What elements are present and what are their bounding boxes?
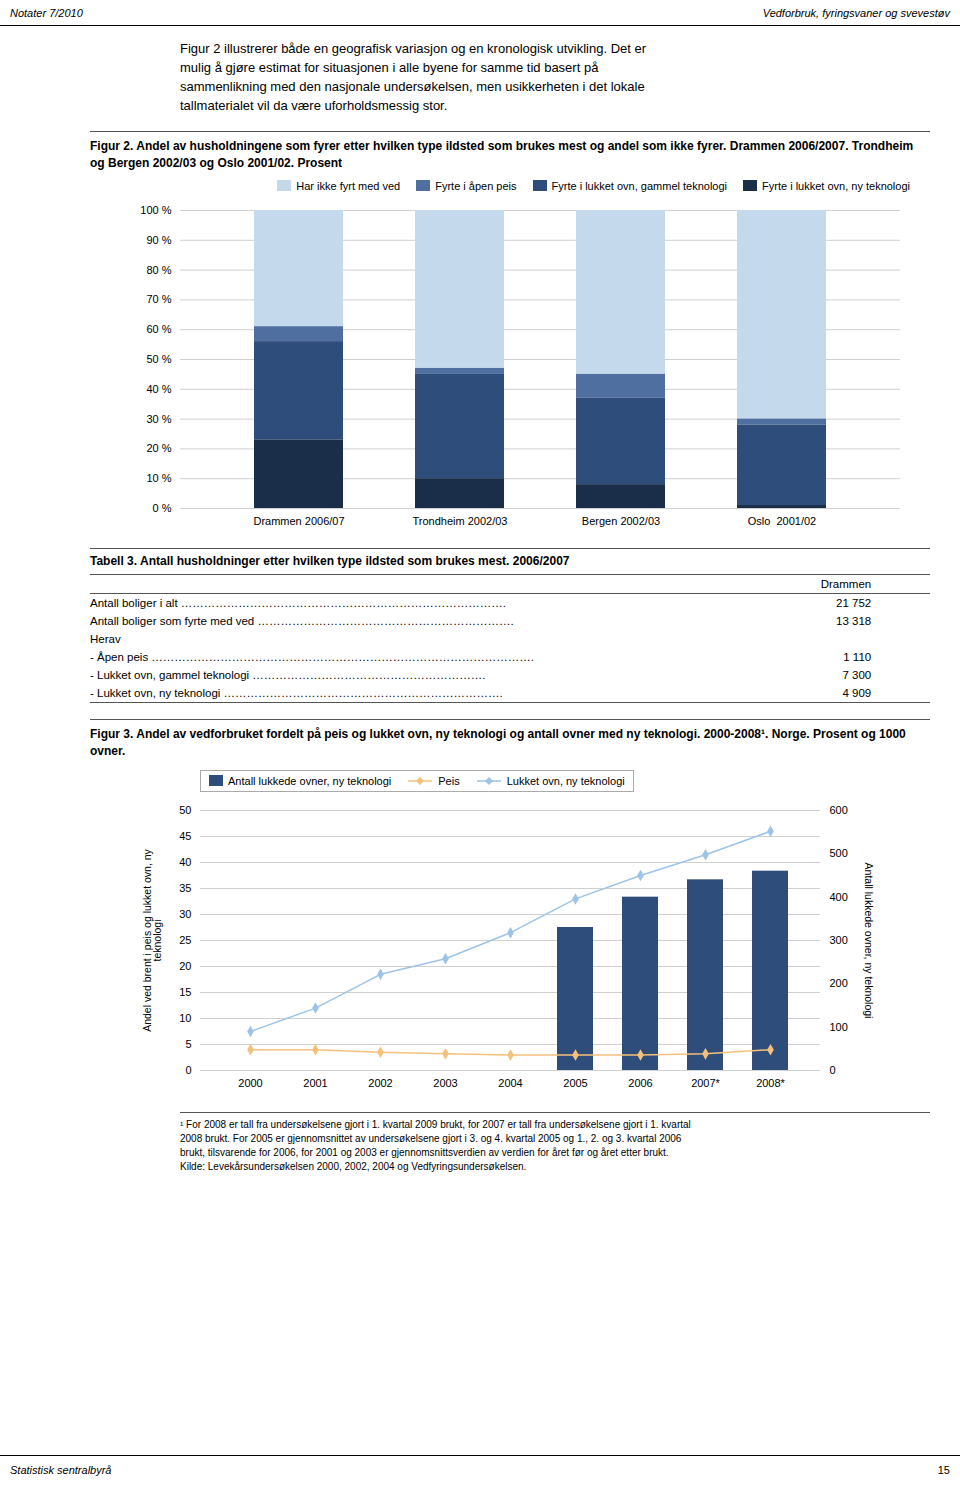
svg-text:2003: 2003 [433,1077,457,1089]
svg-text:5: 5 [185,1038,191,1050]
svg-text:400: 400 [830,890,848,902]
svg-text:10 %: 10 % [146,472,171,484]
svg-text:500: 500 [830,847,848,859]
html-text:Fyrte i åpen peis: Fyrte i åpen peis [435,180,517,192]
svg-text:100 %: 100 % [140,204,171,216]
html-text:brukt, tilsvarende for 2006, f: brukt, tilsvarende for 2006, for 2001 og… [180,1146,669,1158]
html-text:¹ For 2008 er tall fra undersø: ¹ For 2008 er tall fra undersøkelsene gj… [180,1118,691,1130]
svg-text:15: 15 [179,986,191,998]
svg-text:0 %: 0 % [153,502,172,514]
svg-text:200: 200 [830,977,848,989]
svg-text:100: 100 [830,1020,848,1032]
svg-text:20 %: 20 % [146,442,171,454]
html-text:tallmaterialet vil da være ufo: tallmaterialet vil da være uforholdsmess… [180,97,448,113]
html-text:Har ikke fyrt med ved: Har ikke fyrt med ved [296,180,401,192]
svg-text:0: 0 [185,1064,191,1076]
html-text:Herav: Herav [90,633,121,645]
svg-text:90 %: 90 % [146,234,171,246]
html-text:Figur 2. Andel av husholdninge: Figur 2. Andel av husholdningene som fyr… [90,139,914,171]
svg-text:0: 0 [830,1064,836,1076]
svg-text:600: 600 [830,804,848,816]
svg-text:Oslo 2001/02: Oslo 2001/02 [748,515,817,527]
svg-text:Antall lukkede ovner, ny tekno: Antall lukkede ovner, ny teknologi [863,862,875,1018]
svg-text:2004: 2004 [498,1077,522,1089]
html-text:4 909: 4 909 [842,687,872,699]
svg-text:2000: 2000 [238,1077,262,1089]
html-text:Kilde: Levekårsundersøkelsen 2: Kilde: Levekårsundersøkelsen 2000, 2002,… [180,1160,527,1172]
html-text:Figur 2 illustrerer både en ge: Figur 2 illustrerer både en geografisk v… [180,41,647,56]
svg-text:70 %: 70 % [146,293,171,305]
html-text:Statistisk sentralbyrå: Statistisk sentralbyrå [10,1463,112,1476]
html-text:Antall boliger som fyrte med v: Antall boliger som fyrte med ved …………………… [90,615,514,627]
svg-text:50: 50 [179,804,191,816]
html-text:Peis: Peis [438,774,460,787]
svg-text:300: 300 [830,934,848,946]
html-text:7 300: 7 300 [842,669,872,681]
svg-text:2007*: 2007* [691,1077,720,1089]
html-text:- Lukket ovn, gammel teknologi: - Lukket ovn, gammel teknologi ………………………… [90,669,486,681]
html-text:15: 15 [937,1463,950,1476]
svg-text:Bergen 2002/03: Bergen 2002/03 [582,515,660,527]
html-text:Fyrte i lukket ovn, gammel tek: Fyrte i lukket ovn, gammel teknologi [551,180,727,192]
svg-text:30: 30 [179,908,191,920]
svg-text:10: 10 [179,1012,191,1024]
svg-text:2008*: 2008* [756,1077,785,1089]
svg-text:30 %: 30 % [146,413,171,425]
html-text:- Lukket ovn, ny teknologi ………: - Lukket ovn, ny teknologi …………………………………… [90,687,503,699]
svg-text:20: 20 [179,960,191,972]
svg-text:50 %: 50 % [146,353,171,365]
svg-text:60 %: 60 % [146,323,171,335]
svg-text:Trondheim 2002/03: Trondheim 2002/03 [413,515,508,527]
html-text:Lukket ovn, ny teknologi: Lukket ovn, ny teknologi [506,774,625,787]
svg-text:Drammen 2006/07: Drammen 2006/07 [253,515,344,527]
html-text:13 318: 13 318 [836,615,872,627]
html-text:sammenlikning med den nasjonal: sammenlikning med den nasjonale undersøk… [180,78,645,94]
svg-text:40: 40 [179,856,191,868]
html-text:- Åpen peis ………………………………………………: - Åpen peis …………………………………………………………………………… [90,651,535,663]
svg-text:45: 45 [179,830,191,842]
svg-text:35: 35 [179,882,191,894]
html-text:2008 brukt. For 2005 er gjenno: 2008 brukt. For 2005 er gjennomsnittet a… [180,1132,682,1144]
html-text:Figur 3. Andel av vedforbruket: Figur 3. Andel av vedforbruket fordelt p… [90,727,906,758]
html-text:Drammen: Drammen [820,578,872,590]
svg-text:2006: 2006 [628,1077,652,1089]
html-text:Vedforbruk, fyringsvaner og sv: Vedforbruk, fyringsvaner og svevestøv [762,6,950,19]
html-text:Fyrte i lukket ovn, ny teknolo: Fyrte i lukket ovn, ny teknologi [762,180,910,192]
svg-text:2002: 2002 [368,1077,392,1089]
html-text:Antall lukkede ovner, ny tekno: Antall lukkede ovner, ny teknologi [228,774,392,787]
html-text:Notater 7/2010: Notater 7/2010 [10,6,83,19]
svg-text:Andel ved brent i peis og lukk: Andel ved brent i peis og lukket ovn, ny… [141,848,164,1031]
svg-text:40 %: 40 % [146,383,171,395]
svg-text:80 %: 80 % [146,264,171,276]
html-text:Tabell 3. Antall husholdninger: Tabell 3. Antall husholdninger etter hvi… [90,554,570,568]
svg-text:2005: 2005 [563,1077,587,1089]
html-text:Antall boliger i alt ………………………: Antall boliger i alt …………………………………………………… [90,597,506,609]
svg-text:25: 25 [179,934,191,946]
html-text:mulig å gjøre estimat for situ: mulig å gjøre estimat for situasjonen i … [180,59,599,75]
html-text:1 110: 1 110 [843,651,872,663]
html-text:21 752: 21 752 [836,597,872,609]
svg-text:2001: 2001 [303,1077,327,1089]
